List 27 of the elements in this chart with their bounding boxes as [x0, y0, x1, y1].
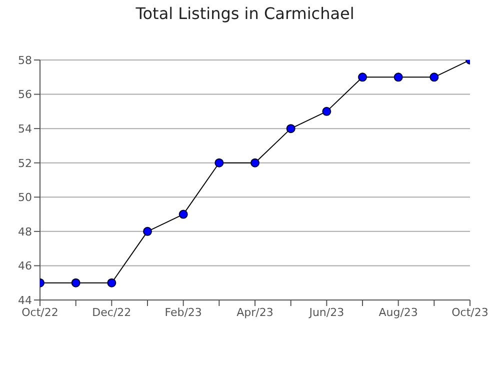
y-tick-label: 46 — [18, 260, 32, 273]
x-tick-label: Apr/23 — [236, 306, 274, 319]
point — [430, 72, 439, 82]
chart-title: Total Listings in Carmichael — [134, 4, 356, 23]
point — [214, 158, 224, 168]
point — [394, 72, 403, 82]
point — [286, 124, 296, 134]
point — [178, 210, 188, 219]
point — [107, 278, 116, 288]
x-tick-label: Oct/22 — [22, 306, 58, 319]
x-tick-label: Oct/23 — [452, 306, 488, 319]
y-tick-label: 44 — [18, 294, 32, 307]
x-tick-label: Aug/23 — [378, 306, 418, 319]
x-tick-label: Dec/22 — [92, 306, 132, 319]
point — [322, 106, 332, 116]
y-tick-label: 50 — [18, 191, 32, 204]
y-tick-label: 52 — [18, 156, 32, 170]
x-tick-label: Feb/23 — [164, 306, 202, 319]
y-tick-label: 56 — [18, 88, 32, 102]
y-tick-label: 48 — [18, 225, 32, 238]
point — [71, 278, 80, 288]
point — [358, 72, 367, 82]
point — [250, 158, 260, 168]
x-tick-label: Jun/23 — [308, 306, 344, 319]
y-tick-label: 58 — [18, 54, 32, 67]
point — [143, 226, 152, 236]
y-tick-label: 54 — [18, 122, 32, 136]
